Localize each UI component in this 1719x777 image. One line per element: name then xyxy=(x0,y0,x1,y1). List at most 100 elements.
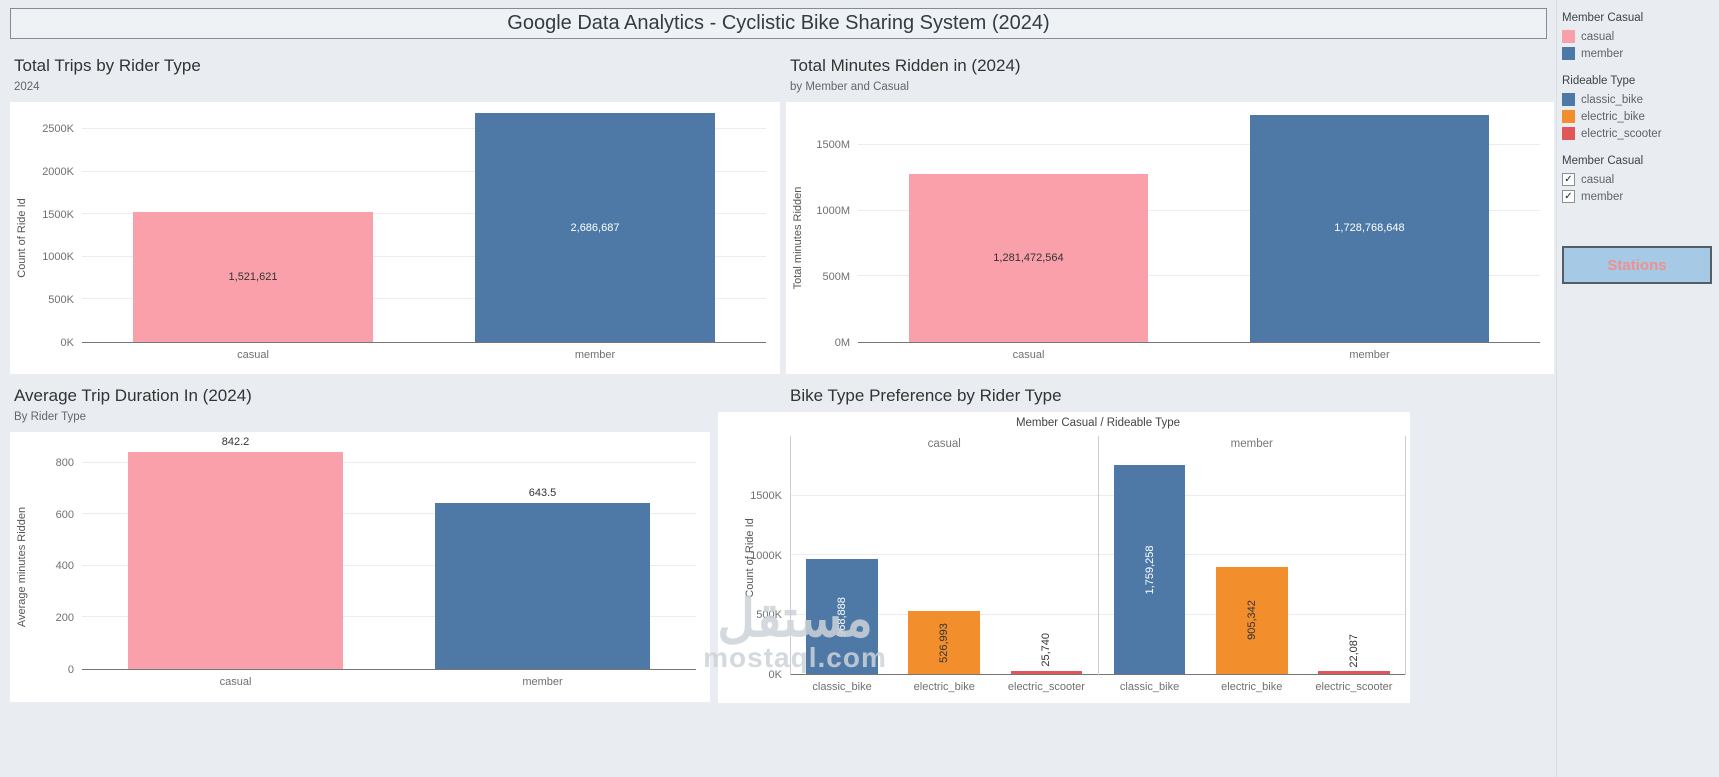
y-tick-label: 500K xyxy=(48,294,74,307)
bar-member[interactable]: 2,686,687 xyxy=(475,113,715,342)
gridline xyxy=(82,213,766,215)
y-tick-label: 600 xyxy=(55,508,74,521)
legend-item-member[interactable]: member xyxy=(1562,47,1714,60)
chart-subtitle: 2024 xyxy=(14,81,40,93)
bar-classic_bike[interactable]: 968,888 xyxy=(806,559,878,674)
member-checkbox[interactable]: ✓ xyxy=(1562,190,1575,203)
x-axis: classic_bike electric_bike electric_scoote… xyxy=(1099,675,1406,695)
plot-area: 1,281,472,564 1,728,768,648 xyxy=(858,112,1540,343)
bar-value-label: 1,521,621 xyxy=(228,271,278,284)
y-tick-label: 1500K xyxy=(42,208,74,221)
bar-value-label: 1,728,768,648 xyxy=(1334,222,1405,235)
plot-area: 842.2 643.5 xyxy=(82,436,696,670)
legend-label: member xyxy=(1581,47,1624,60)
legend-title: Member Casual xyxy=(1562,12,1644,24)
x-axis: casual member xyxy=(82,343,766,363)
panel-total-trips: Count of Ride Id 0K 500K 1000K 1500K 2000K 25… xyxy=(10,102,780,374)
y-axis: 0 200 400 600 800 xyxy=(22,442,82,676)
x-tick-label: member xyxy=(522,676,563,688)
dashboard-title: Google Data Analytics - Cyclistic Bike S… xyxy=(10,8,1547,39)
facet-casual: casual 968,888 526,993 25,740 classic_bike… xyxy=(791,436,1099,693)
gridline xyxy=(791,554,1098,556)
facet-member: member 1,759,258 905,342 22,087 classic_bi… xyxy=(1098,436,1406,693)
x-axis: classic_bike electric_bike electric_scoote… xyxy=(791,675,1098,695)
bar-value-label: 905,342 xyxy=(1245,600,1258,641)
bar-member[interactable]: 643.5 xyxy=(435,487,650,669)
chart-title: Total Trips by Rider Type xyxy=(14,56,201,75)
bar-value-label: 22,087 xyxy=(1347,633,1360,668)
legend-item-casual[interactable]: casual xyxy=(1562,30,1714,43)
bar-value-label: 968,888 xyxy=(836,596,849,637)
bar-value-label: 526,993 xyxy=(938,622,951,663)
x-tick-label: classic_bike xyxy=(1119,681,1180,693)
y-tick-label: 0K xyxy=(768,669,782,681)
legend-item-classic-bike[interactable]: classic_bike xyxy=(1562,93,1714,106)
legend-label: electric_bike xyxy=(1581,110,1645,123)
bar-classic_bike[interactable]: 1,759,258 xyxy=(1113,465,1186,674)
chart-subtitle: by Member and Casual xyxy=(790,81,909,93)
stations-button[interactable]: Stations xyxy=(1562,246,1712,284)
x-tick-label: electric_scooter xyxy=(1315,681,1393,693)
plot-area: 1,521,621 2,686,687 xyxy=(82,112,766,343)
plot-area: 968,888 526,993 25,740 xyxy=(791,458,1098,675)
bar-casual[interactable]: 1,521,621 xyxy=(133,212,373,342)
grouped-bar-chart-bike-type: 0K 500K 1000K 1500K casual 968,888 526,993 25… xyxy=(750,436,1406,693)
legend-item-electric-scooter[interactable]: electric_scooter xyxy=(1562,127,1714,140)
y-tick-label: 2500K xyxy=(42,123,74,136)
casual-swatch-icon xyxy=(1562,30,1575,43)
y-tick-label: 2000K xyxy=(42,165,74,178)
chart-title: Bike Type Preference by Rider Type xyxy=(790,386,1062,405)
y-axis: 0K 500K 1000K 1500K 2000K 2500K xyxy=(22,112,82,349)
legend-label: classic_bike xyxy=(1581,93,1643,106)
bar-casual[interactable]: 1,281,472,564 xyxy=(909,173,1148,342)
electric-scooter-swatch-icon xyxy=(1562,127,1575,140)
filter-label: member xyxy=(1581,190,1624,203)
x-tick-label: member xyxy=(1349,349,1390,361)
chart-subtitle: By Rider Type xyxy=(14,411,87,423)
bar-chart-avg-duration: 0 200 400 600 800 842.2 643.5 casual member xyxy=(56,436,696,688)
chart-header-bike-type: Bike Type Preference by Rider Type xyxy=(790,386,1062,406)
gridline xyxy=(82,564,696,566)
bar-value-label: 842.2 xyxy=(221,435,250,448)
bar-electric_bike[interactable]: 526,993 xyxy=(908,611,980,674)
y-tick-label: 1000K xyxy=(42,251,74,264)
plot-area: 1,759,258 905,342 22,087 xyxy=(1098,458,1405,675)
bar-electric_scooter[interactable]: 25,740 xyxy=(1010,633,1083,674)
filter-item-member[interactable]: ✓ member xyxy=(1562,190,1714,203)
chart-header-total-trips: Total Trips by Rider Type 2024 xyxy=(14,56,201,93)
chart-header-avg-duration: Average Trip Duration In (2024) By Rider… xyxy=(14,386,252,423)
y-tick-label: 0M xyxy=(834,337,850,349)
bar-chart-total-minutes: 0M 500M 1000M 1500M 1,281,472,564 1,728,768,… xyxy=(816,112,1540,361)
legend-member-casual: Member Casual casual member xyxy=(1562,12,1714,60)
bar-value-label: 1,281,472,564 xyxy=(993,251,1064,264)
filter-item-casual[interactable]: ✓ casual xyxy=(1562,173,1714,186)
gridline xyxy=(82,461,696,463)
dashboard-title-text: Google Data Analytics - Cyclistic Bike S… xyxy=(507,12,1050,34)
y-axis: 0K 500K 1000K 1500K xyxy=(730,458,790,681)
x-tick-label: electric_bike xyxy=(1221,681,1283,693)
sidebar-divider xyxy=(1556,0,1557,777)
bar-value-label: 2,686,687 xyxy=(570,221,620,234)
bar-electric_scooter[interactable]: 22,087 xyxy=(1318,634,1390,674)
y-tick-label: 500K xyxy=(756,609,782,622)
bar-electric_bike[interactable]: 905,342 xyxy=(1215,566,1288,674)
casual-checkbox[interactable]: ✓ xyxy=(1562,173,1575,186)
x-tick-label: electric_scooter xyxy=(1007,681,1085,693)
x-tick-label: classic_bike xyxy=(812,681,872,693)
gridline xyxy=(858,275,1540,277)
gridline xyxy=(82,298,766,300)
x-tick-label: casual xyxy=(237,349,269,361)
legend-item-electric-bike[interactable]: electric_bike xyxy=(1562,110,1714,123)
filter-member-casual: Member Casual ✓ casual ✓ member xyxy=(1562,155,1714,203)
gridline xyxy=(82,616,696,618)
gridline xyxy=(858,143,1540,145)
gridline xyxy=(82,170,766,172)
y-tick-label: 500M xyxy=(822,271,850,283)
bar-casual[interactable]: 842.2 xyxy=(128,436,343,669)
x-tick-label: casual xyxy=(1012,349,1045,361)
y-tick-label: 1000K xyxy=(750,549,782,562)
bar-chart-total-trips: 0K 500K 1000K 1500K 2000K 2500K 1,521,621 2,68… xyxy=(42,112,766,361)
filter-label: casual xyxy=(1581,173,1615,186)
bar-member[interactable]: 1,728,768,648 xyxy=(1250,114,1489,342)
